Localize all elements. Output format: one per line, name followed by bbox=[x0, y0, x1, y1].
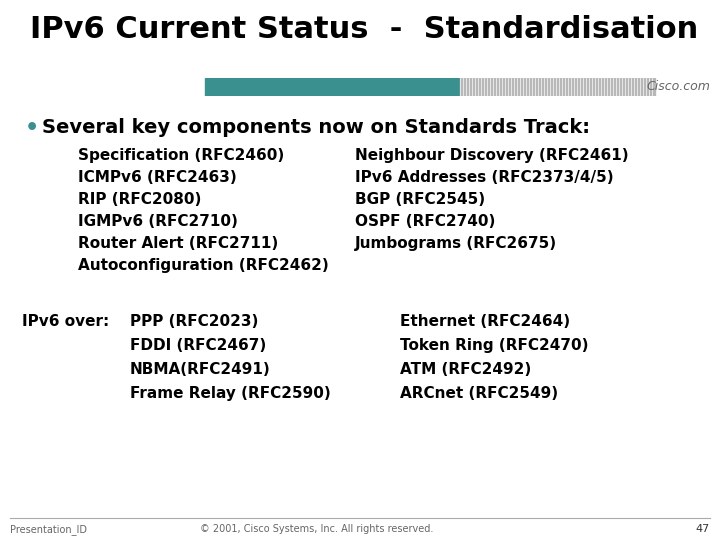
Text: ICMPv6 (RFC2463): ICMPv6 (RFC2463) bbox=[78, 170, 237, 185]
Text: ARCnet (RFC2549): ARCnet (RFC2549) bbox=[400, 386, 558, 401]
Text: NBMA(RFC2491): NBMA(RFC2491) bbox=[130, 362, 271, 377]
Text: Presentation_ID: Presentation_ID bbox=[10, 524, 87, 535]
Text: Router Alert (RFC2711): Router Alert (RFC2711) bbox=[78, 236, 278, 251]
Text: OSPF (RFC2740): OSPF (RFC2740) bbox=[355, 214, 495, 229]
Text: FDDI (RFC2467): FDDI (RFC2467) bbox=[130, 338, 266, 353]
Text: Frame Relay (RFC2590): Frame Relay (RFC2590) bbox=[130, 386, 330, 401]
Text: Specification (RFC2460): Specification (RFC2460) bbox=[78, 148, 284, 163]
Text: BGP (RFC2545): BGP (RFC2545) bbox=[355, 192, 485, 207]
Text: RIP (RFC2080): RIP (RFC2080) bbox=[78, 192, 202, 207]
Text: Ethernet (RFC2464): Ethernet (RFC2464) bbox=[400, 314, 570, 329]
Text: Several key components now on Standards Track:: Several key components now on Standards … bbox=[42, 118, 590, 137]
Text: Jumbograms (RFC2675): Jumbograms (RFC2675) bbox=[355, 236, 557, 251]
Text: Cisco.com: Cisco.com bbox=[646, 80, 710, 93]
Text: Token Ring (RFC2470): Token Ring (RFC2470) bbox=[400, 338, 588, 353]
Text: IPv6 Addresses (RFC2373/4/5): IPv6 Addresses (RFC2373/4/5) bbox=[355, 170, 613, 185]
Text: IGMPv6 (RFC2710): IGMPv6 (RFC2710) bbox=[78, 214, 238, 229]
Text: Autoconfiguration (RFC2462): Autoconfiguration (RFC2462) bbox=[78, 258, 329, 273]
Text: IPv6 over:: IPv6 over: bbox=[22, 314, 109, 329]
Bar bbox=[205, 78, 460, 96]
Text: PPP (RFC2023): PPP (RFC2023) bbox=[130, 314, 258, 329]
Text: © 2001, Cisco Systems, Inc. All rights reserved.: © 2001, Cisco Systems, Inc. All rights r… bbox=[200, 524, 433, 534]
Bar bbox=[460, 78, 655, 96]
Text: 47: 47 bbox=[696, 524, 710, 534]
Text: •: • bbox=[25, 118, 40, 138]
Text: ATM (RFC2492): ATM (RFC2492) bbox=[400, 362, 531, 377]
Text: Neighbour Discovery (RFC2461): Neighbour Discovery (RFC2461) bbox=[355, 148, 629, 163]
Text: IPv6 Current Status  -  Standardisation: IPv6 Current Status - Standardisation bbox=[30, 15, 698, 44]
